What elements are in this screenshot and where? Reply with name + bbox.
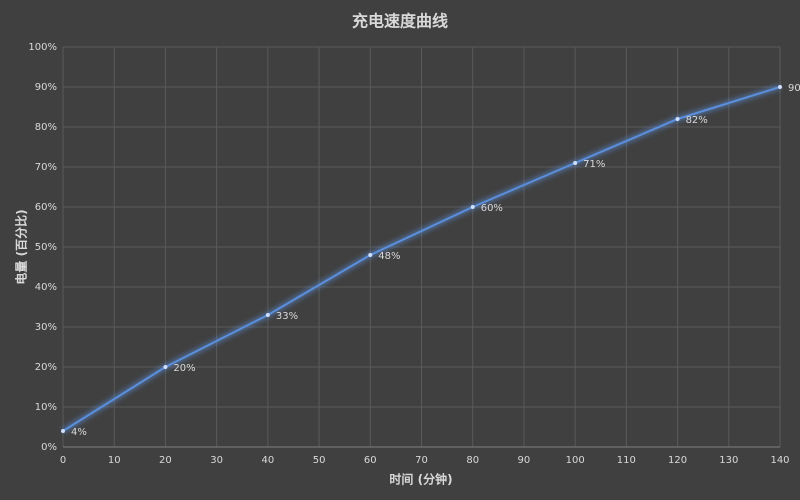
x-axis-title: 时间 (分钟) — [389, 472, 452, 487]
x-tick-label: 60 — [364, 455, 377, 466]
point — [265, 313, 270, 317]
x-tick-label: 80 — [466, 455, 479, 466]
data-label: 90% — [788, 83, 800, 94]
x-tick-label: 30 — [210, 455, 223, 466]
x-tick-label: 40 — [261, 455, 274, 466]
point — [778, 85, 782, 89]
y-tick-label: 80% — [35, 122, 57, 133]
x-tick-label: 120 — [668, 455, 687, 466]
data-label: 71% — [583, 159, 605, 170]
data-label: 82% — [686, 115, 708, 126]
y-axis-title: 电量 (百分比) — [14, 209, 29, 284]
x-tick-label: 110 — [617, 455, 636, 466]
data-label: 48% — [378, 251, 400, 262]
line — [62, 86, 781, 432]
point — [61, 429, 65, 433]
x-tick-label: 130 — [719, 455, 738, 466]
x-tick-label: 100 — [566, 455, 585, 466]
data-label: 60% — [481, 203, 503, 214]
x-tick-label: 10 — [108, 455, 121, 466]
x-tick-label: 20 — [159, 455, 172, 466]
x-tick-label: 0 — [60, 455, 66, 466]
y-tick-label: 70% — [35, 162, 57, 173]
x-tick-label: 70 — [415, 455, 428, 466]
point — [675, 117, 680, 121]
y-tick-label: 30% — [35, 322, 57, 333]
data-label: 33% — [276, 311, 298, 322]
y-tick-label: 20% — [35, 362, 57, 373]
x-tick-label: 50 — [313, 455, 326, 466]
point — [573, 161, 578, 165]
point — [368, 253, 373, 257]
y-tick-label: 100% — [28, 42, 57, 53]
data-label: 20% — [173, 363, 195, 374]
y-tick-label: 0% — [41, 442, 57, 453]
chart-title: 充电速度曲线 — [352, 12, 448, 31]
x-tick-label: 90 — [518, 455, 531, 466]
y-tick-label: 40% — [35, 282, 57, 293]
y-tick-label: 10% — [35, 402, 57, 413]
x-tick-label: 140 — [770, 455, 789, 466]
point — [470, 205, 475, 209]
point — [163, 365, 168, 369]
y-tick-label: 90% — [35, 82, 57, 93]
y-tick-label: 50% — [35, 242, 57, 253]
data-label: 4% — [71, 427, 87, 438]
y-tick-label: 60% — [35, 202, 57, 213]
